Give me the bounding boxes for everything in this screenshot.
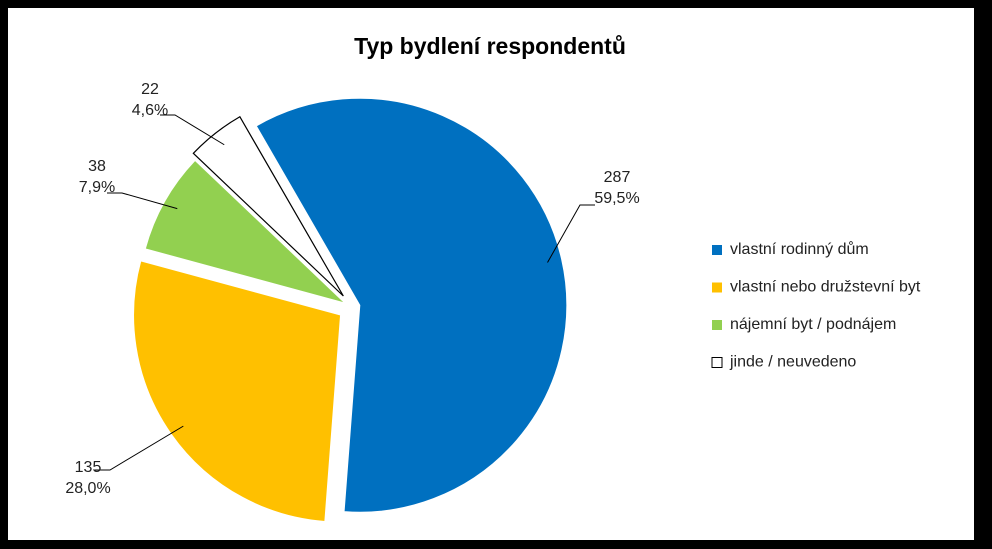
pie-slice	[133, 260, 342, 523]
data-label-percent: 28,0%	[65, 480, 110, 497]
data-label-percent: 59,5%	[594, 190, 639, 207]
data-label-percent: 4,6%	[132, 102, 168, 119]
legend-label: nájemní byt / podnájem	[730, 316, 896, 333]
leader-line	[95, 425, 184, 471]
legend-swatch	[711, 357, 723, 368]
pie-slice	[144, 159, 346, 304]
legend-label: vlastní rodinný dům	[730, 240, 869, 258]
legend-label: vlastní nebo družstevní byt	[730, 279, 921, 296]
data-label-count: 287	[604, 169, 631, 186]
pie-slice	[255, 97, 568, 513]
legend-swatch	[712, 245, 722, 255]
leader-line	[107, 192, 178, 210]
leader-line	[547, 204, 595, 263]
data-label-count: 22	[141, 81, 159, 98]
legend-label: jinde / neuvedeno	[729, 354, 856, 371]
data-label-count: 38	[88, 158, 106, 175]
data-label-count: 135	[75, 459, 102, 476]
pie-slice	[192, 115, 344, 297]
chart-title: Typ bydlení respondentů	[354, 33, 626, 59]
data-label-percent: 7,9%	[79, 179, 115, 196]
legend-swatch	[712, 320, 722, 330]
leader-line	[160, 114, 225, 146]
legend-swatch	[712, 282, 722, 293]
